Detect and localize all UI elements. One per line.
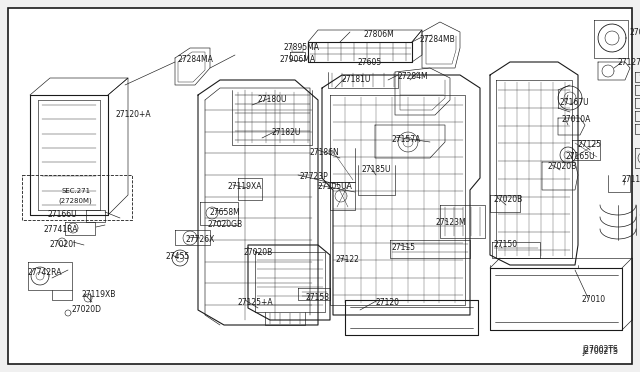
Bar <box>22 175 132 220</box>
Text: 27723P: 27723P <box>300 172 329 181</box>
Text: 27166U: 27166U <box>48 210 77 219</box>
Text: 27182U: 27182U <box>272 128 301 137</box>
Text: 27605: 27605 <box>358 58 382 67</box>
Text: 27906MA: 27906MA <box>280 55 316 64</box>
Text: 27120: 27120 <box>375 298 399 307</box>
Text: 27895MA: 27895MA <box>284 43 320 52</box>
Text: 27181U: 27181U <box>342 75 371 84</box>
Text: 27180U: 27180U <box>258 95 287 104</box>
Text: 27119XA: 27119XA <box>228 182 262 191</box>
Text: 27158: 27158 <box>305 293 329 302</box>
Text: 27726X: 27726X <box>185 235 214 244</box>
Text: 27185U: 27185U <box>362 165 392 174</box>
Text: 27165U: 27165U <box>566 152 596 161</box>
Text: J27002TS: J27002TS <box>582 347 618 356</box>
Text: 27284MA: 27284MA <box>178 55 214 64</box>
Text: 27010A: 27010A <box>562 115 591 124</box>
Text: 27010: 27010 <box>582 295 606 304</box>
Text: 27455: 27455 <box>165 252 189 261</box>
Text: 27127Q: 27127Q <box>618 58 640 67</box>
Text: 27284M: 27284M <box>398 72 429 81</box>
Text: 27020D: 27020D <box>72 305 102 314</box>
Text: 27125: 27125 <box>578 140 602 149</box>
Text: 27020B: 27020B <box>548 162 577 171</box>
Text: SEC.271: SEC.271 <box>62 188 91 194</box>
Text: 27658M: 27658M <box>210 208 241 217</box>
Text: 27020B: 27020B <box>494 195 524 204</box>
FancyBboxPatch shape <box>8 8 632 364</box>
Text: 27123M: 27123M <box>436 218 467 227</box>
Text: 27020B: 27020B <box>630 28 640 37</box>
Text: 27741RA: 27741RA <box>44 225 79 234</box>
Text: (27280M): (27280M) <box>58 198 92 205</box>
Text: 27119XB: 27119XB <box>82 290 116 299</box>
Text: 27284MB: 27284MB <box>420 35 456 44</box>
Text: 27105UA: 27105UA <box>318 182 353 191</box>
Text: 27157A: 27157A <box>392 135 421 144</box>
Text: 27186N: 27186N <box>310 148 340 157</box>
Text: 27150: 27150 <box>494 240 518 249</box>
Text: 27120+A: 27120+A <box>115 110 150 119</box>
Text: 27020GB: 27020GB <box>208 220 243 229</box>
Text: 27125+A: 27125+A <box>238 298 274 307</box>
Text: 27119X: 27119X <box>622 175 640 184</box>
Text: 27122: 27122 <box>335 255 359 264</box>
Text: 27020I: 27020I <box>50 240 76 249</box>
Text: 27115: 27115 <box>392 243 416 252</box>
Text: J27002TS: J27002TS <box>582 345 618 354</box>
Text: 27020B: 27020B <box>244 248 273 257</box>
Text: 27167U: 27167U <box>560 98 589 107</box>
Text: 27806M: 27806M <box>364 30 395 39</box>
Text: 27742RA: 27742RA <box>28 268 63 277</box>
